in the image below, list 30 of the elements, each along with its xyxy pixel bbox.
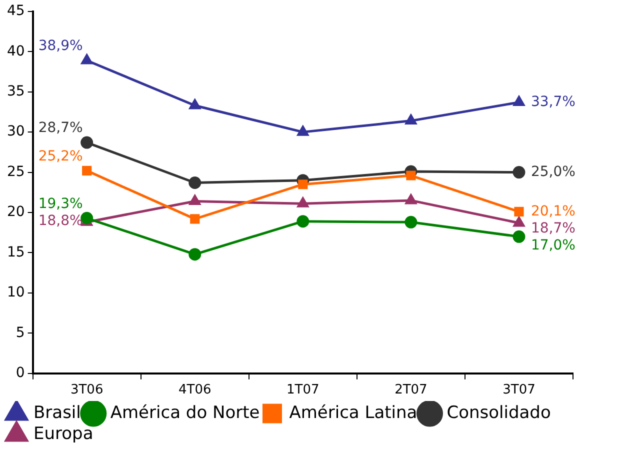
legend-label: América do Norte [110, 402, 260, 423]
data-label: 20,1% [530, 203, 576, 220]
y-tick-label: 10 [6, 284, 25, 301]
data-label: 38,9% [38, 38, 83, 54]
legend-label: Brasil [34, 402, 81, 423]
y-tick-label: 35 [6, 83, 25, 100]
legend-label: América Latina [289, 402, 418, 423]
y-tick-label: 5 [16, 324, 25, 341]
x-tick-label: 3T07 [502, 382, 536, 398]
y-tick-label: 25 [6, 164, 25, 180]
data-label: 28,7% [38, 120, 83, 136]
data-label: 17,0% [530, 237, 576, 254]
y-tick-label: 15 [6, 244, 25, 260]
data-label: 25,0% [530, 164, 576, 180]
data-label: 25,2% [38, 148, 83, 164]
x-tick-label: 3T06 [70, 382, 104, 398]
data-label: 33,7% [530, 94, 576, 110]
data-label: 18,8% [38, 212, 83, 229]
y-tick-label: 20 [6, 204, 25, 220]
legend-label: Europa [34, 424, 94, 444]
y-tick-label: 45 [6, 3, 25, 20]
data-label: 18,7% [530, 220, 576, 236]
legend-label: Consolidado [446, 402, 551, 423]
x-tick-label: 1T07 [286, 382, 320, 398]
y-tick-label: 30 [6, 124, 25, 140]
x-tick-label: 4T06 [178, 382, 212, 398]
y-tick-label: 0 [16, 365, 25, 382]
x-tick-label: 2T07 [394, 382, 428, 398]
y-tick-label: 40 [6, 43, 25, 60]
data-label: 19,3% [38, 196, 83, 212]
